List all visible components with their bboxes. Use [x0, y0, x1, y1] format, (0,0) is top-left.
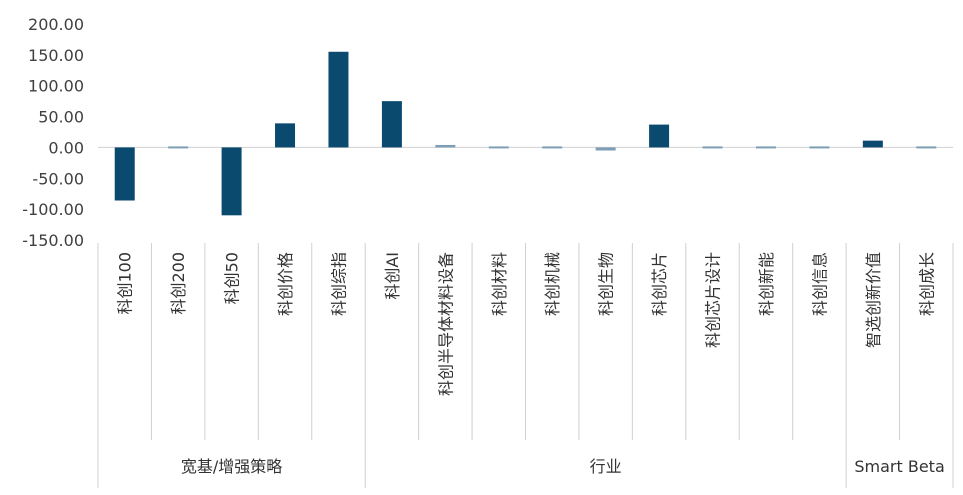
bar — [435, 144, 456, 148]
bar — [755, 146, 776, 149]
y-tick-label: 200.00 — [28, 15, 84, 34]
bar — [862, 140, 883, 148]
bar — [275, 123, 296, 148]
category-groups: 宽基/增强策略 行业 Smart Beta — [97, 440, 954, 488]
x-tick-label: 科创50 — [223, 252, 242, 304]
x-tick-label: 科创机械 — [543, 252, 562, 316]
x-tick-label: 科创信息 — [810, 252, 829, 316]
bar — [168, 146, 189, 149]
group-label: 行业 — [590, 457, 622, 476]
bar — [114, 147, 135, 201]
x-tick-label: 科创材料 — [490, 252, 509, 316]
x-tick-label: 科创200 — [169, 252, 188, 315]
group-label: 宽基/增强策略 — [181, 457, 282, 476]
y-tick-label: -100.00 — [22, 200, 84, 219]
x-tick-label: 科创芯片 — [650, 252, 669, 316]
x-axis: 科创100 科创200 科创50 科创价格 科创综指 科创AI 科创半导体材料设备 科创材料 科… — [97, 243, 954, 440]
group-label: Smart Beta — [854, 457, 944, 476]
bar — [809, 146, 830, 149]
x-tick-label: 科创半导体材料设备 — [436, 252, 455, 396]
y-tick-label: 150.00 — [28, 46, 84, 65]
x-tick-label: 科创100 — [116, 252, 135, 315]
bar — [916, 146, 937, 149]
bar — [595, 147, 616, 151]
y-tick-label: 0.00 — [48, 138, 84, 157]
x-tick-label: 科创成长 — [917, 252, 936, 316]
bar — [221, 147, 242, 216]
x-tick-label: 科创新能 — [757, 252, 776, 316]
bars — [114, 51, 937, 216]
y-tick-label: 100.00 — [28, 77, 84, 96]
y-axis: 200.00 150.00 100.00 50.00 0.00 -50.00 -100.00… — [22, 15, 953, 250]
bar — [488, 146, 509, 149]
bar — [542, 146, 563, 149]
y-tick-label: -50.00 — [32, 169, 84, 188]
x-tick-label: 科创芯片设计 — [704, 252, 723, 348]
bar — [381, 101, 402, 148]
x-tick-label: 科创价格 — [276, 252, 295, 316]
x-tick-label: 科创AI — [383, 252, 402, 300]
y-tick-label: -150.00 — [22, 231, 84, 250]
bar — [649, 124, 670, 148]
x-tick-label: 智选创新价值 — [864, 252, 883, 348]
x-tick-label: 科创综指 — [329, 252, 348, 316]
y-tick-label: 50.00 — [38, 108, 84, 127]
bar — [702, 146, 723, 149]
x-tick-label: 科创生物 — [597, 252, 616, 316]
bar — [328, 51, 349, 148]
